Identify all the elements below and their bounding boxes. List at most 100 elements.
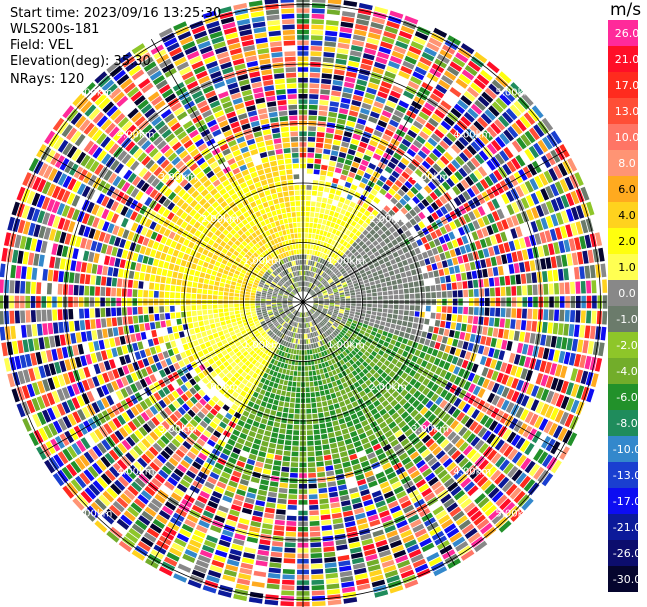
ppi-cell [318, 303, 324, 305]
ppi-cell [70, 479, 83, 492]
ppi-cell [300, 317, 302, 323]
ppi-cell [386, 318, 392, 323]
ppi-cell [417, 150, 428, 159]
ppi-cell [335, 271, 341, 276]
ppi-cell [270, 376, 276, 382]
ppi-cell [224, 333, 231, 339]
ppi-cell [270, 316, 275, 320]
ppi-cell [421, 487, 433, 498]
ppi-cell [229, 292, 234, 297]
ppi-cell [59, 258, 66, 270]
ppi-cell [416, 403, 425, 412]
ppi-cell [105, 508, 118, 521]
ppi-cell [289, 402, 295, 408]
ppi-cell [460, 95, 473, 106]
ppi-cell [360, 250, 366, 257]
ppi-cell [534, 233, 542, 245]
ppi-cell [584, 265, 591, 279]
ppi-cell [425, 285, 431, 292]
ppi-cell [430, 285, 436, 292]
ppi-cell [432, 148, 442, 158]
ppi-cell [417, 445, 428, 454]
ppi-cell [279, 333, 284, 338]
ppi-cell [244, 440, 253, 448]
ppi-cell [127, 485, 139, 497]
ppi-cell [559, 282, 565, 295]
ppi-cell [317, 292, 322, 295]
ppi-cell [511, 469, 523, 482]
ppi-cell [200, 407, 209, 415]
ppi-cell [191, 405, 200, 414]
ppi-cell [106, 395, 115, 406]
ppi-cell [361, 303, 367, 307]
ppi-cell [304, 339, 307, 344]
ppi-cell [279, 319, 284, 324]
ppi-cell [407, 276, 413, 282]
ppi-cell [345, 368, 351, 375]
ppi-cell [309, 322, 312, 327]
ppi-cell [504, 318, 511, 329]
ppi-cell [467, 280, 473, 289]
ppi-cell [27, 252, 35, 266]
ppi-cell [377, 308, 383, 312]
ppi-cell [107, 328, 114, 338]
ppi-cell [410, 553, 424, 563]
ppi-cell [1, 342, 8, 357]
ppi-cell [495, 456, 506, 468]
ppi-cell [17, 370, 26, 385]
ppi-cell [322, 530, 333, 536]
ppi-cell [339, 307, 345, 310]
ppi-cell [548, 348, 555, 361]
ppi-cell [281, 466, 290, 472]
ppi-cell [329, 299, 335, 302]
ppi-cell [306, 311, 309, 317]
ppi-cell [312, 228, 317, 234]
ppi-cell [491, 512, 505, 525]
ppi-cell [164, 306, 170, 313]
ppi-cell [312, 418, 319, 424]
ppi-cell [57, 451, 69, 465]
ppi-cell [370, 438, 379, 446]
ppi-cell [123, 489, 136, 501]
ppi-cell [347, 60, 360, 68]
ppi-cell [133, 498, 146, 509]
ppi-cell [437, 469, 448, 480]
ppi-cell [413, 372, 421, 380]
ppi-cell [440, 155, 450, 165]
ppi-cell [235, 583, 250, 591]
ppi-cell [376, 316, 382, 321]
ppi-cell [374, 534, 386, 543]
ppi-cell [433, 27, 448, 38]
ppi-cell [358, 341, 364, 347]
ppi-cell [309, 526, 320, 532]
ppi-cell [76, 494, 89, 507]
ppi-cell [344, 181, 352, 188]
ppi-cell [349, 343, 356, 350]
ppi-cell [181, 523, 194, 533]
ppi-cell [364, 387, 371, 394]
ppi-cell [403, 402, 411, 410]
ppi-cell [280, 345, 285, 351]
ppi-cell [319, 315, 324, 319]
ppi-cell [237, 361, 244, 368]
ppi-cell [348, 239, 355, 245]
ppi-cell [347, 115, 357, 123]
ppi-cell [369, 519, 381, 527]
ppi-cell [348, 171, 356, 179]
ppi-cell [329, 294, 334, 297]
ppi-cell [329, 387, 335, 394]
ppi-cell [400, 389, 408, 397]
ppi-cell [560, 194, 570, 208]
ppi-cell [226, 336, 233, 343]
ppi-cell [528, 145, 540, 159]
ppi-cell [316, 347, 321, 353]
ppi-cell [537, 139, 549, 153]
ppi-cell [498, 243, 506, 254]
ppi-cell [314, 279, 318, 285]
ppi-cell [310, 553, 322, 559]
ppi-cell [206, 374, 214, 382]
ppi-cell [346, 403, 353, 410]
ppi-cell [38, 337, 45, 350]
ppi-cell [365, 167, 374, 175]
ppi-cell [276, 503, 287, 510]
